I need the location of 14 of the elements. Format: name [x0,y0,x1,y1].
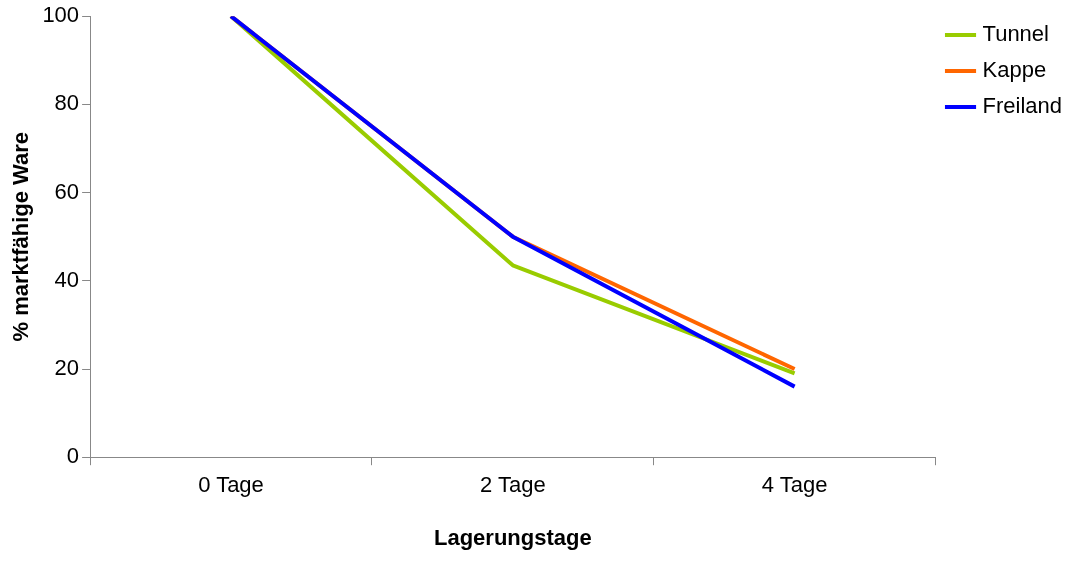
x-tick-label: 4 Tage [761,472,828,498]
legend-label: Tunnel [982,21,1049,47]
y-tick-label: 0 [66,443,80,469]
legend-label: Kappe [982,57,1047,83]
x-tick-label: 0 Tage [198,472,264,498]
y-tick-label: 80 [54,90,80,116]
y-tick-label: 60 [54,178,80,204]
y-tick-label: 20 [54,355,80,381]
x-tick-label: 2 Tage [479,472,546,498]
y-tick-label: 40 [54,266,80,292]
x-axis-title: Lagerungstage [433,524,592,550]
y-axis-title: % marktfähige Ware [8,131,34,342]
legend-label: Freiland [982,93,1062,119]
y-tick-label: 100 [42,2,80,28]
